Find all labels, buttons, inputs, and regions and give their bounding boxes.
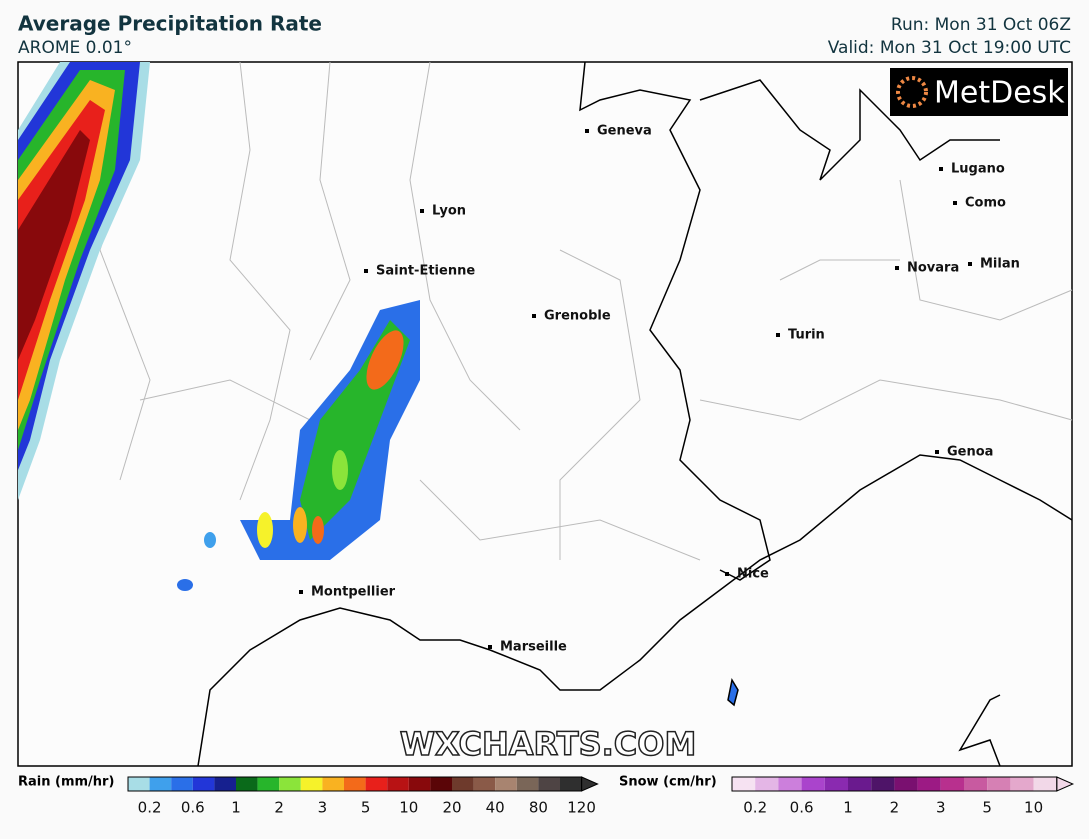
logo: MetDesk [934,76,1065,111]
city-label: Genoa [947,445,993,460]
rain-swatch [236,777,258,791]
city-label: Saint-Etienne [376,264,475,279]
city-label: Novara [907,261,959,276]
rain-swatch [192,777,215,791]
rain-swatch [560,777,582,791]
rain-tick-label: 0.6 [181,799,205,817]
title: Average Precipitation Rate [18,12,322,36]
city-marker [968,262,972,266]
precipitation [18,62,420,591]
snow-tick-label: 3 [936,799,946,817]
valid-time: Valid: Mon 31 Oct 19:00 UTC [828,38,1071,58]
rain-swatch [149,777,172,791]
snow-swatch [755,777,779,791]
city-label: Marseille [500,640,567,655]
city-marker [725,572,729,576]
city-marker [488,645,492,649]
rain-tick-label: 1 [231,799,241,817]
rain-tick-label: 5 [361,799,371,817]
rain-frame [127,776,583,792]
city-marker [364,269,368,273]
subtitle: AROME 0.01° [18,38,132,58]
rain-swatch [344,777,366,791]
rain-tick-label: 2 [274,799,284,817]
snow-tick-label: 0.2 [743,799,767,817]
rain-swatch [495,777,517,791]
rain-swatch [516,777,539,791]
city-marker [939,167,943,171]
rain-tick-label: 20 [442,799,461,817]
run-time: Run: Mon 31 Oct 06Z [891,15,1071,35]
rain-swatch [128,777,150,791]
rain-swatch [279,777,301,791]
snow-arrow [1056,776,1075,792]
snow-tick-label: 5 [982,799,992,817]
city-marker [585,129,589,133]
snow-tick-label: 1 [843,799,853,817]
snow-swatch [894,777,918,791]
snow-swatch [964,777,988,791]
city-label: Lugano [951,162,1005,177]
snow-frame [731,776,1058,792]
snow-swatch [801,777,825,791]
snow-legend-label: Snow (cm/hr) [619,775,717,790]
city-label: Turin [788,328,825,343]
rain-swatch [214,777,236,791]
snow-swatch [917,777,941,791]
rain-tick-label: 3 [318,799,328,817]
snow-swatch [1010,777,1034,791]
snow-swatch [778,777,802,791]
city-marker [935,450,939,454]
city-marker [776,333,780,337]
city-label: Montpellier [311,585,396,600]
rain-tick-label: 80 [529,799,548,817]
city-label: Como [965,196,1006,211]
city-marker [420,209,424,213]
city-marker [953,201,957,205]
rain-swatch [408,777,431,791]
rain-tick-label: 0.2 [138,799,162,817]
city-label: Grenoble [544,309,611,324]
rain-swatch [387,777,409,791]
snow-swatch [940,777,964,791]
rain-swatch [430,777,452,791]
snow-tick-label: 10 [1024,799,1043,817]
rain-swatch [365,777,388,791]
map: Geneva Lyon Saint-Etienne Grenoble Lugano Com… [17,61,1073,767]
rain-swatch [171,777,193,791]
rain-tick-label: 40 [486,799,505,817]
rain-swatch [322,777,344,791]
rain-swatch [452,777,474,791]
rain-legend-label: Rain (mm/hr) [18,775,114,790]
rain-swatch [300,777,323,791]
logo-icon [896,76,928,108]
rain-swatch [473,777,496,791]
snow-swatch [1033,777,1057,791]
city-label: Milan [980,257,1020,272]
city-label: Geneva [597,124,652,139]
logo-box [890,68,1068,116]
snow-swatch [732,777,756,791]
rain-arrow [581,776,599,792]
city-label: Lyon [432,204,466,219]
rain-swatch [257,777,280,791]
rain-tick-label: 10 [399,799,418,817]
city-marker [532,314,536,318]
snow-swatch [987,777,1011,791]
snow-tick-label: 2 [890,799,900,817]
city-label: Nice [737,567,769,582]
snow-tick-label: 0.6 [790,799,814,817]
rain-tick-label: 120 [567,799,596,817]
snow-swatch [848,777,872,791]
watermark: WXCHARTS.COM [400,725,697,763]
rain-swatch [538,777,560,791]
city-marker [895,266,899,270]
snow-swatch [824,777,848,791]
snow-swatch [871,777,895,791]
city-marker [299,590,303,594]
